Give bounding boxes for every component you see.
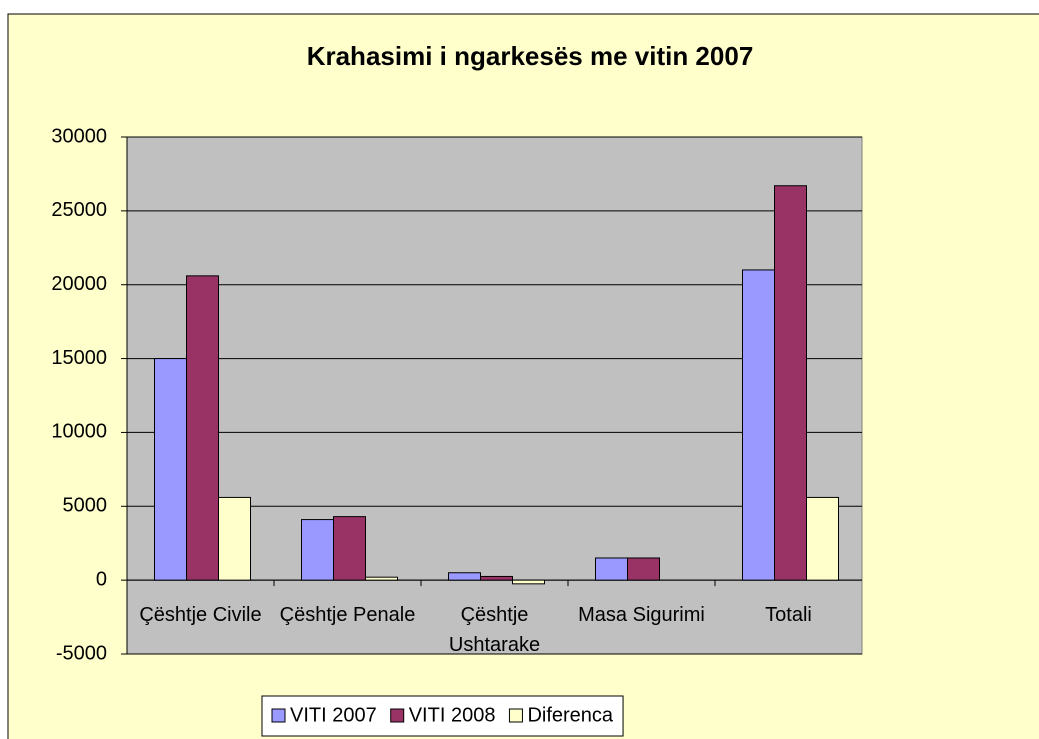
bar <box>301 519 334 581</box>
bar <box>480 575 513 581</box>
bar <box>595 557 628 581</box>
bar <box>512 579 545 585</box>
legend <box>261 695 624 737</box>
y-tick-label: 0 <box>96 568 107 590</box>
y-tick-label: 25000 <box>51 199 107 221</box>
y-tick-label: 30000 <box>51 125 107 147</box>
bar <box>448 572 481 581</box>
legend-swatch <box>390 708 405 723</box>
bar <box>806 496 839 581</box>
bar <box>218 496 251 581</box>
bar <box>365 576 398 581</box>
legend-label: VITI 2007 <box>290 704 377 726</box>
bar <box>774 185 807 581</box>
bar <box>627 557 660 581</box>
bar <box>186 275 219 581</box>
x-tick-label: Çështje Civile <box>139 604 262 626</box>
bar <box>333 516 366 581</box>
x-tick-label: Çështje Penale <box>279 604 416 626</box>
legend-swatch <box>271 708 286 723</box>
legend-label: Diferenca <box>527 704 613 726</box>
legend-label: VITI 2008 <box>409 704 496 726</box>
y-tick-label: 10000 <box>51 421 107 443</box>
y-tick-label: 15000 <box>51 347 107 369</box>
y-tick-label: 5000 <box>63 495 108 517</box>
y-tick-label: -5000 <box>56 642 107 664</box>
x-tick-label: Masa Sigurimi <box>578 604 705 626</box>
x-tick-label: Çështje Ushtarake <box>448 604 541 656</box>
bar <box>154 358 187 581</box>
x-tick-label: Totali <box>765 604 812 626</box>
legend-swatch <box>508 708 523 723</box>
chart-title: Krahasimi i ngarkesës me vitin 2007 <box>307 41 754 71</box>
y-tick-label: 20000 <box>51 273 107 295</box>
bar <box>742 269 775 581</box>
